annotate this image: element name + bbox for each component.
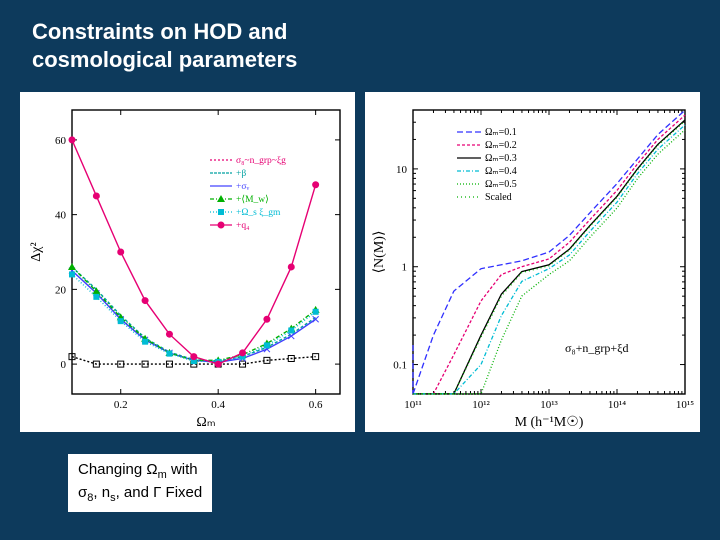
svg-text:10¹³: 10¹³: [540, 399, 558, 411]
svg-text:10: 10: [396, 164, 408, 176]
svg-text:Ωₘ=0.3: Ωₘ=0.3: [485, 153, 517, 164]
caption-line1: Changing Ωm with: [78, 460, 202, 483]
svg-text:+Ω_s ξ_gm: +Ω_s ξ_gm: [236, 208, 281, 218]
svg-text:10¹¹: 10¹¹: [404, 399, 422, 411]
svg-text:Scaled: Scaled: [485, 192, 512, 203]
svg-text:40: 40: [55, 210, 67, 222]
svg-text:+q₄: +q₄: [236, 221, 249, 231]
panels-row: 0.2 0.4 0.6 0 20 40 60 Ωₘ Δχ² σ₈~n_grp~ξg +β +σᵥ +⟨M…: [20, 92, 700, 432]
svg-text:σ₈~n_grp~ξg: σ₈~n_grp~ξg: [236, 156, 286, 166]
svg-text:0.1: 0.1: [393, 360, 407, 372]
svg-text:+β: +β: [236, 169, 246, 179]
svg-text:+σᵥ: +σᵥ: [236, 182, 249, 192]
svg-text:10¹⁴: 10¹⁴: [608, 399, 626, 411]
svg-text:Δχ²: Δχ²: [29, 242, 44, 261]
left-chart-svg: 0.2 0.4 0.6 0 20 40 60 Ωₘ Δχ² σ₈~n_grp~ξg +β +σᵥ +⟨M…: [20, 92, 355, 432]
svg-text:Ωₘ: Ωₘ: [196, 415, 215, 430]
svg-text:Ωₘ=0.1: Ωₘ=0.1: [485, 127, 517, 138]
svg-text:0.2: 0.2: [114, 399, 128, 411]
svg-text:Ωₘ=0.2: Ωₘ=0.2: [485, 140, 517, 151]
svg-text:60: 60: [55, 135, 67, 147]
svg-text:20: 20: [55, 284, 67, 296]
svg-text:Ωₘ=0.4: Ωₘ=0.4: [485, 166, 517, 177]
right-chart-panel: 10¹¹ 10¹² 10¹³ 10¹⁴ 10¹⁵ 0.1 1 10 M (h⁻¹M☉) ⟨N(M)…: [365, 92, 700, 432]
svg-text:Ωₘ=0.5: Ωₘ=0.5: [485, 179, 517, 190]
caption-box: Changing Ωm with σ8, ns, and Γ Fixed: [68, 454, 212, 512]
svg-text:M (h⁻¹M☉): M (h⁻¹M☉): [515, 415, 584, 430]
svg-text:σ₈+n_grp+ξd: σ₈+n_grp+ξd: [565, 341, 629, 355]
svg-text:10¹⁵: 10¹⁵: [676, 399, 694, 411]
title-line2: cosmological parameters: [32, 47, 297, 72]
svg-text:1: 1: [402, 262, 408, 274]
svg-text:+⟨M_w⟩: +⟨M_w⟩: [236, 194, 269, 205]
svg-text:10¹²: 10¹²: [472, 399, 490, 411]
caption-line2: σ8, ns, and Γ Fixed: [78, 483, 202, 506]
svg-text:0.4: 0.4: [211, 399, 225, 411]
svg-text:0: 0: [61, 359, 67, 371]
svg-text:0.6: 0.6: [309, 399, 323, 411]
right-chart-svg: 10¹¹ 10¹² 10¹³ 10¹⁴ 10¹⁵ 0.1 1 10 M (h⁻¹M☉) ⟨N(M)…: [365, 92, 700, 432]
svg-text:⟨N(M)⟩: ⟨N(M)⟩: [372, 231, 387, 274]
title-line1: Constraints on HOD and: [32, 19, 287, 44]
page-title: Constraints on HOD and cosmological para…: [32, 18, 297, 73]
left-chart-panel: 0.2 0.4 0.6 0 20 40 60 Ωₘ Δχ² σ₈~n_grp~ξg +β +σᵥ +⟨M…: [20, 92, 355, 432]
